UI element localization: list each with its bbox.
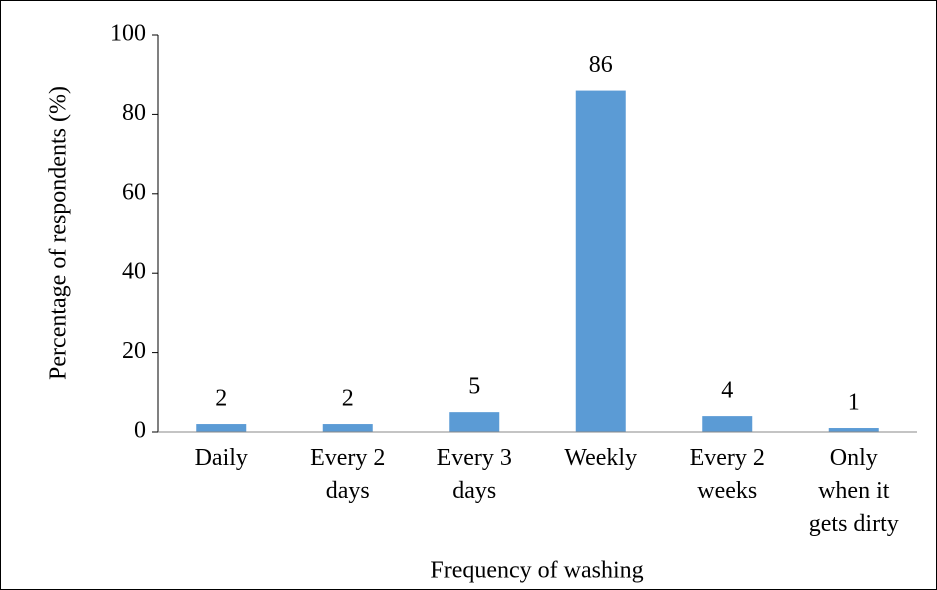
y-tick-label: 40 — [122, 259, 146, 285]
x-tick-label: Every 3 days — [436, 445, 512, 504]
y-tick-label: 100 — [110, 21, 146, 47]
bar — [196, 424, 247, 432]
y-axis-label: Percentage of respondents (%) — [46, 86, 72, 380]
x-tick-label: Every 2 weeks — [689, 445, 765, 504]
x-tick-label: Only when it gets dirty — [808, 445, 899, 537]
data-label: 4 — [721, 378, 733, 404]
data-label: 5 — [468, 374, 480, 400]
bar — [828, 428, 879, 432]
data-label: 86 — [589, 52, 613, 78]
bar — [322, 424, 373, 432]
bar — [702, 416, 753, 432]
y-tick-label: 0 — [134, 418, 146, 444]
y-tick-label: 80 — [122, 100, 146, 126]
data-label: 1 — [848, 390, 860, 416]
y-tick-label: 20 — [122, 338, 146, 364]
data-label: 2 — [342, 386, 354, 412]
x-tick-label: Every 2 days — [310, 445, 386, 504]
x-axis-label: Frequency of washing — [430, 558, 643, 584]
y-tick-label: 60 — [122, 179, 146, 205]
bar — [575, 90, 626, 432]
x-tick-label: Daily — [194, 445, 248, 471]
x-tick-label: Weekly — [564, 445, 638, 471]
bar — [449, 412, 500, 432]
data-label: 2 — [215, 386, 227, 412]
